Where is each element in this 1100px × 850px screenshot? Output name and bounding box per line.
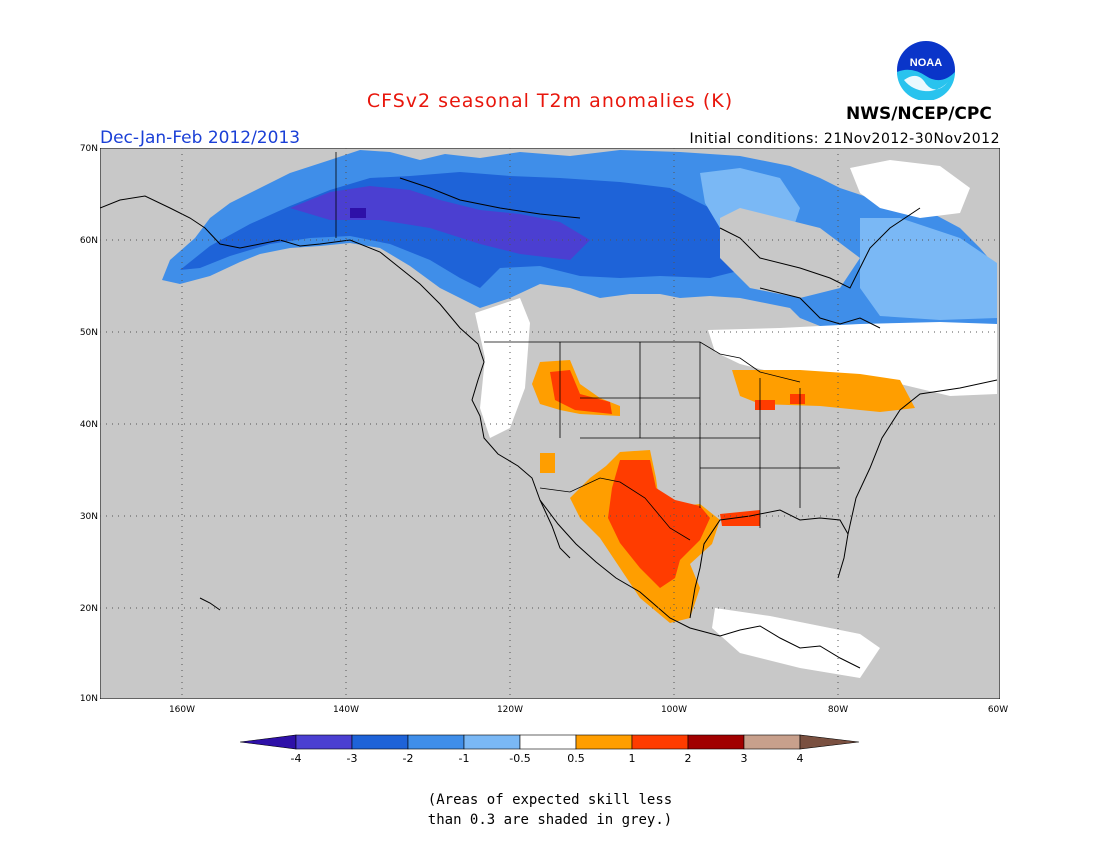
lon-label-100w: 100W (660, 705, 688, 715)
lon-label-160w: 160W (168, 705, 196, 715)
colorbar-arrow-left (240, 734, 297, 750)
lat-label-20n: 20N (79, 604, 98, 614)
near-normal-region (475, 298, 997, 678)
colorbar-bin (407, 734, 465, 750)
colorbar-tick: 0.5 (567, 752, 585, 765)
lon-label-80w: 80W (827, 705, 849, 715)
logo-text: NOAA (910, 57, 942, 69)
warm-anomaly-region (532, 360, 915, 623)
colorbar-tick: -2 (402, 752, 414, 765)
colorbar (240, 734, 860, 750)
lat-label-30n: 30N (79, 512, 98, 522)
cold-anomaly-region (162, 150, 997, 326)
colorbar-tick: 3 (740, 752, 748, 765)
skill-note-line-2: than 0.3 are shaded in grey.) (427, 812, 673, 828)
season-label: Dec-Jan-Feb 2012/2013 (100, 128, 301, 148)
colorbar-tick: -1 (458, 752, 470, 765)
lon-label-140w: 140W (332, 705, 360, 715)
colorbar-bin (743, 734, 801, 750)
anomaly-map (100, 148, 1000, 699)
lat-label-50n: 50N (79, 328, 98, 338)
colorbar-bin (631, 734, 689, 750)
noaa-logo: NOAA (897, 41, 955, 100)
colorbar-tick: 4 (796, 752, 804, 765)
skill-note-line-1: (Areas of expected skill less (427, 792, 673, 808)
colorbar-tick: 1 (628, 752, 636, 765)
colorbar-bin (687, 734, 745, 750)
colorbar-bin (575, 734, 633, 750)
colorbar-bin (463, 734, 521, 750)
colorbar-arrow-right (799, 734, 860, 750)
lat-label-10n: 10N (79, 694, 98, 704)
colorbar-tick: 2 (684, 752, 692, 765)
coastlines (100, 177, 998, 669)
lat-lon-grid (100, 148, 1000, 699)
lat-label-40n: 40N (79, 420, 98, 430)
lat-label-60n: 60N (79, 236, 98, 246)
political-borders (335, 152, 840, 541)
colorbar-tick: -3 (346, 752, 358, 765)
chart-title: CFSv2 seasonal T2m anomalies (K) (366, 90, 734, 112)
colorbar-bin (295, 734, 353, 750)
lon-label-60w: 60W (987, 705, 1009, 715)
colorbar-bin (519, 734, 577, 750)
colorbar-tick: -0.5 (509, 752, 531, 765)
lat-label-70n: 70N (79, 144, 98, 154)
lon-label-120w: 120W (496, 705, 524, 715)
colorbar-tick: -4 (290, 752, 302, 765)
colorbar-bin (351, 734, 409, 750)
initial-conditions-label: Initial conditions: 21Nov2012-30Nov2012 (689, 131, 1000, 147)
agency-label: NWS/NCEP/CPC (846, 104, 992, 124)
